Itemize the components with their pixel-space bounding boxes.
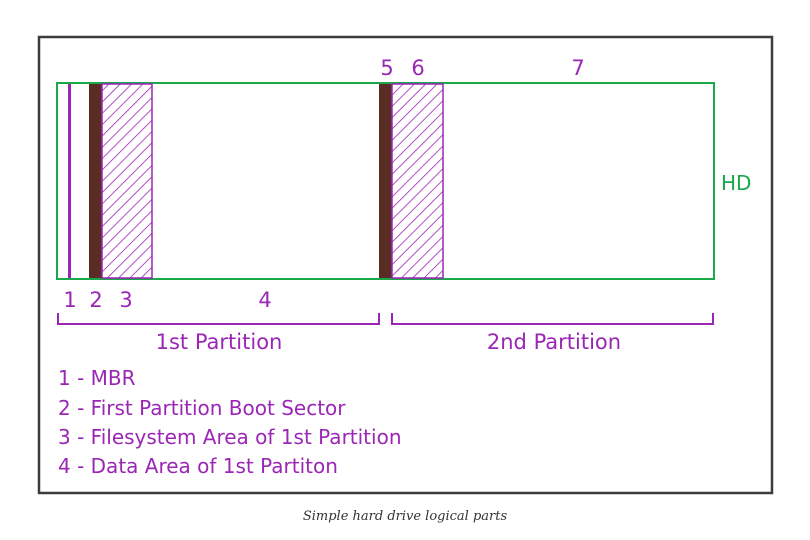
segment-number-2: 2 (89, 288, 102, 312)
filesystem-area-2-segment (391, 83, 444, 279)
segment-number-4: 4 (258, 288, 271, 312)
legend-item-filesystem-area: 3 - Filesystem Area of 1st Partition (58, 425, 402, 449)
boot-sector-1-segment (89, 84, 102, 278)
partition-1-label: 1st Partition (156, 330, 283, 354)
filesystem-area-1-segment (101, 83, 153, 279)
partition-2-label: 2nd Partition (487, 330, 621, 354)
legend-item-mbr: 1 - MBR (58, 366, 136, 390)
legend-item-data-area: 4 - Data Area of 1st Partiton (58, 454, 338, 478)
hd-label: HD (721, 171, 751, 195)
segment-number-1: 1 (63, 288, 76, 312)
mbr-segment (68, 84, 71, 278)
segment-number-5: 5 (380, 56, 393, 80)
legend-item-boot-sector: 2 - First Partition Boot Sector (58, 396, 346, 420)
figure-caption: Simple hard drive logical parts (303, 509, 508, 524)
partition-2-bracket (391, 313, 714, 325)
segment-number-7: 7 (571, 56, 584, 80)
boot-sector-2-segment (379, 84, 392, 278)
partition-1-bracket (57, 313, 380, 325)
segment-number-6: 6 (411, 56, 424, 80)
segment-number-3: 3 (119, 288, 132, 312)
